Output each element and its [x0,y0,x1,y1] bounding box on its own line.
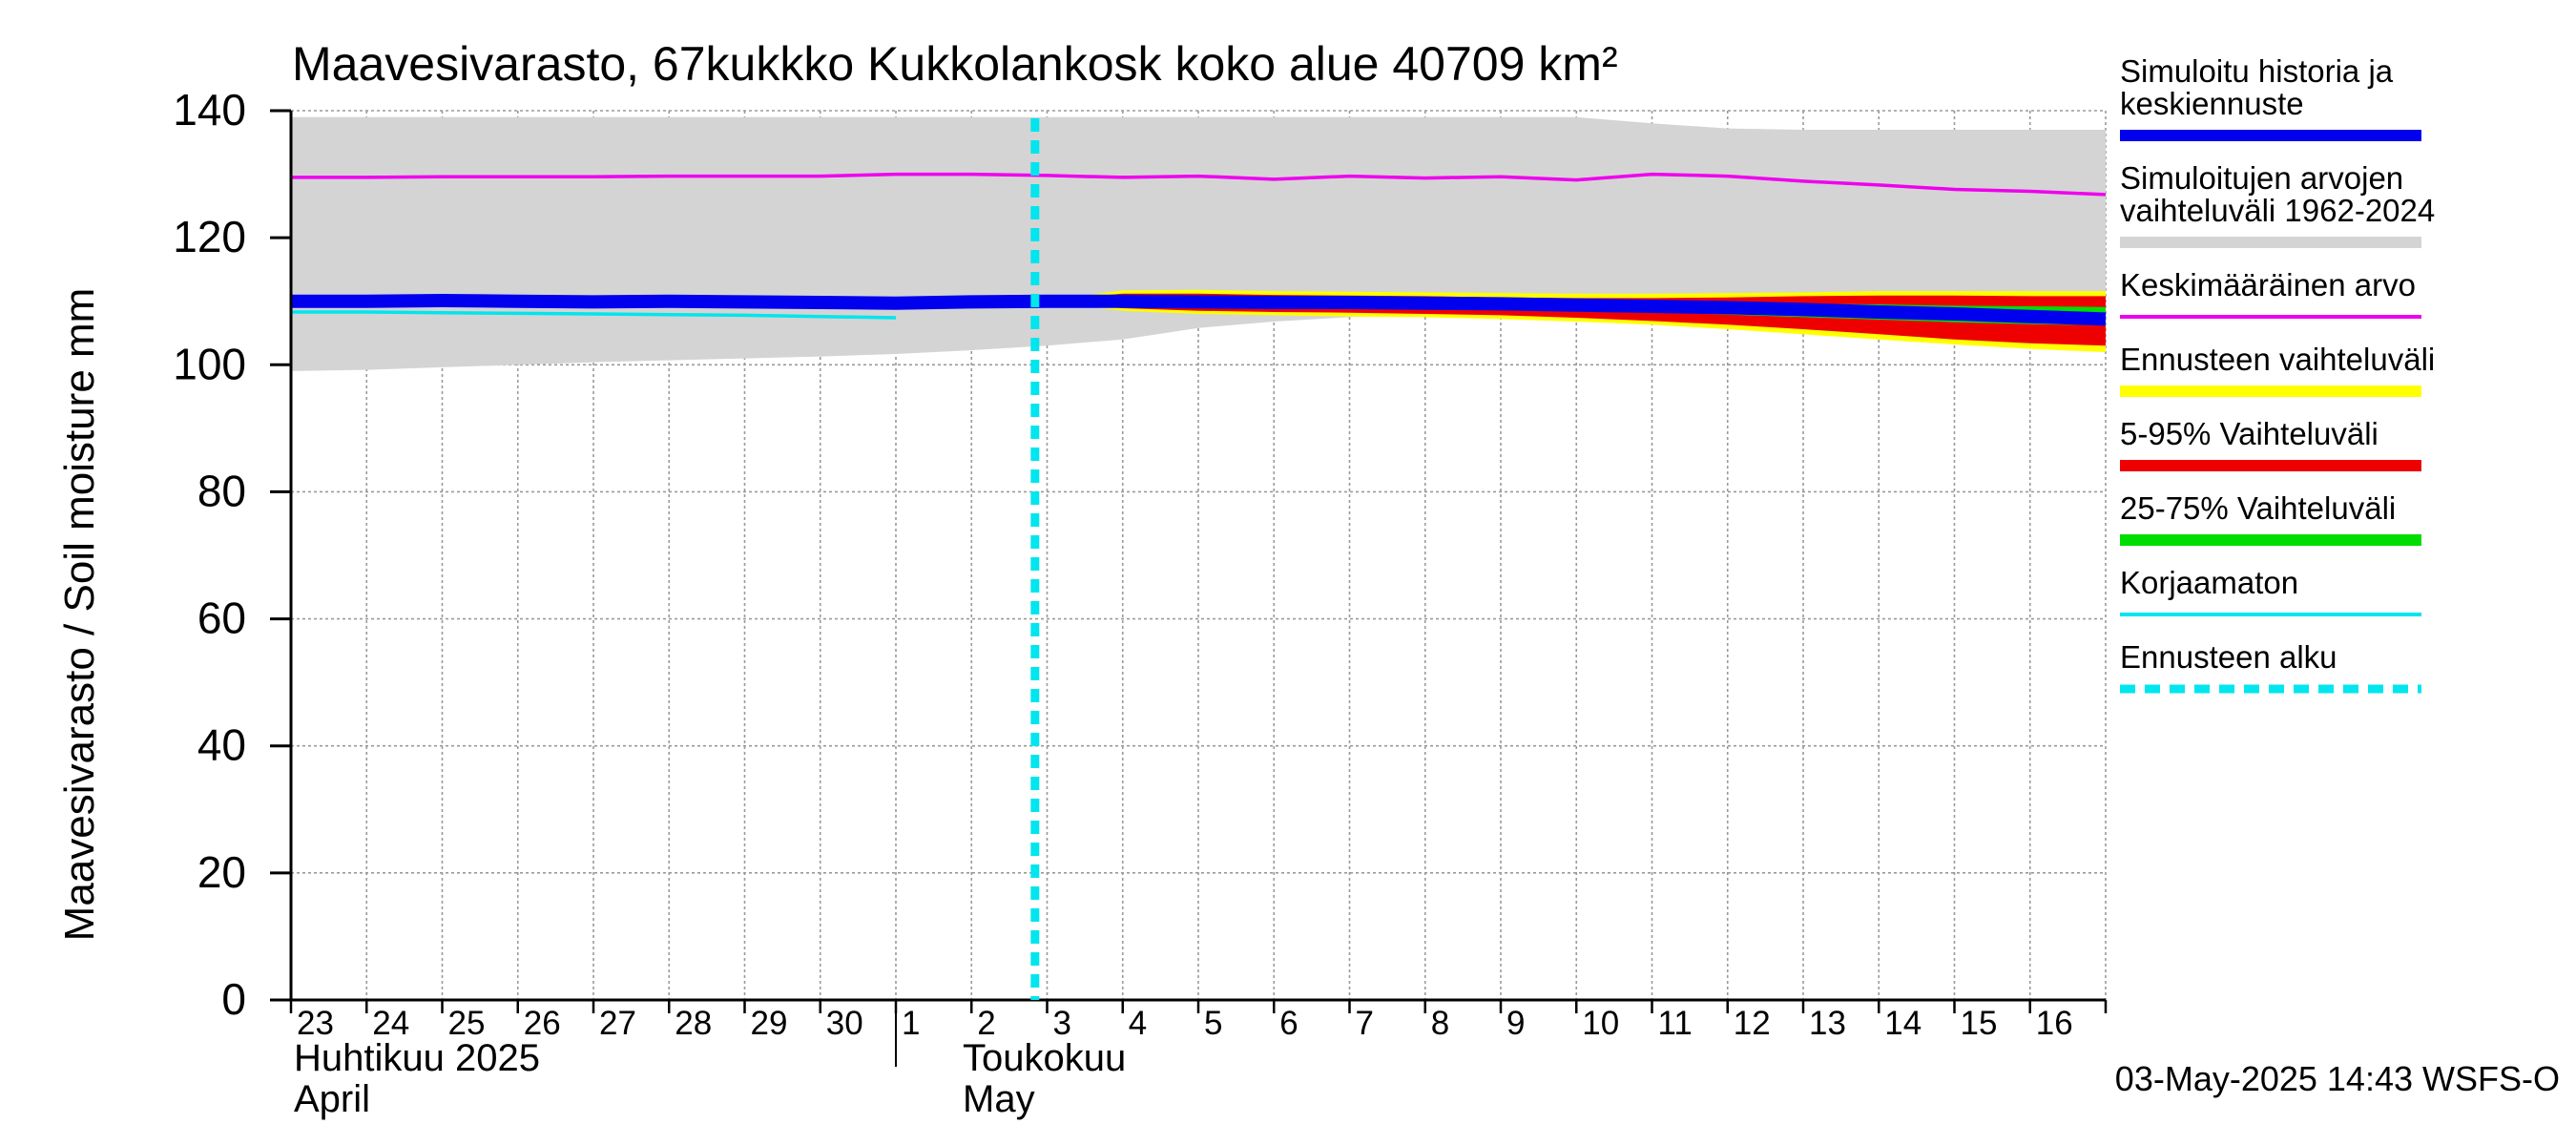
x-tick-label: 9 [1506,1005,1525,1042]
x-tick-label: 12 [1734,1005,1771,1042]
legend-label: 25-75% Vaihteluväli [2120,490,2396,526]
x-tick-label: 29 [751,1005,788,1042]
y-axis-label: Maavesivarasto / Soil moisture mm [56,288,103,942]
x-tick-label: 13 [1809,1005,1846,1042]
x-tick-label: 26 [524,1005,561,1042]
x-tick-label: 28 [675,1005,712,1042]
x-tick-label: 3 [1053,1005,1071,1042]
timestamp: 03-May-2025 14:43 WSFS-O [2115,1059,2560,1098]
legend-label: keskiennuste [2120,86,2304,121]
x-tick-label: 2 [977,1005,995,1042]
month-label-fi: Toukokuu [963,1037,1126,1079]
x-tick-label: 10 [1582,1005,1619,1042]
x-tick-label: 8 [1431,1005,1449,1042]
y-tick-label: 100 [173,339,246,388]
x-tick-label: 30 [826,1005,863,1042]
y-tick-label: 60 [197,593,246,643]
x-tick-label: 11 [1658,1005,1693,1042]
legend-label: Keskimääräinen arvo [2120,267,2416,302]
plot-right-mask [2107,0,2576,1002]
x-tick-label: 14 [1884,1005,1922,1042]
x-tick-label: 5 [1204,1005,1222,1042]
y-tick-label: 40 [197,720,246,770]
x-tick-label: 27 [599,1005,636,1042]
y-tick-label: 140 [173,85,246,135]
x-tick-label: 15 [1961,1005,1998,1042]
line-korjaamaton [291,310,897,320]
legend-label: 5-95% Vaihteluväli [2120,416,2379,451]
chart-title: Maavesivarasto, 67kukkko Kukkolankosk ko… [292,37,1618,91]
month-label-en: May [963,1078,1035,1120]
month-label-fi: Huhtikuu 2025 [294,1037,540,1079]
x-tick-label: 25 [448,1005,486,1042]
x-tick-label: 24 [372,1005,409,1042]
legend-label: Korjaamaton [2120,565,2298,600]
legend-label: vaihteluväli 1962-2024 [2120,193,2435,228]
legend-label: Ennusteen vaihteluväli [2120,342,2435,377]
y-tick-label: 80 [197,466,246,515]
grid-lines [291,110,2107,1000]
x-tick-label: 6 [1279,1005,1298,1042]
y-tick-label: 20 [197,847,246,897]
month-label-en: April [294,1078,370,1120]
legend-label: Simuloitujen arvojen [2120,160,2403,196]
x-tick-label: 23 [297,1005,334,1042]
x-tick-label: 4 [1129,1005,1147,1042]
y-tick-label: 120 [173,212,246,261]
x-tick-label: 1 [902,1005,920,1042]
line-keskim-r-inen-arvo [291,172,2107,197]
line-series [291,172,2107,326]
legend-label: Ennusteen alku [2120,639,2337,675]
line-simuloitu-historia-ja-keskiennuste [291,294,2107,326]
y-tick-label: 0 [221,974,246,1024]
x-tick-label: 16 [2036,1005,2073,1042]
legend-label: Simuloitu historia ja [2120,53,2394,89]
x-tick-label: 7 [1356,1005,1374,1042]
